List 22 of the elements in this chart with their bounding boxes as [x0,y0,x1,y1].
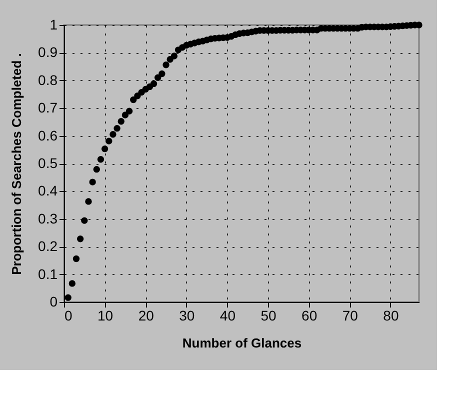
x-tick-label: 80 [383,308,399,324]
y-tick-label: 0.9 [38,44,58,60]
x-tick-label: 20 [138,308,154,324]
x-tick-label: 30 [179,308,195,324]
x-axis-title: Number of Glances [182,336,302,350]
y-tick-label: 0.3 [38,210,58,226]
x-tick-label: 0 [64,308,72,324]
y-tick-label: 0.4 [38,182,58,199]
y-tick-label: 0.6 [38,127,58,144]
x-tick-label: 40 [220,308,236,324]
y-tick-label: 1 [50,16,58,32]
x-tick-label: 60 [302,308,318,324]
x-tick-label: 50 [260,308,277,324]
y-tick-label: 0.5 [38,155,58,171]
x-tick-label: 10 [98,308,114,324]
y-axis-title: Proportion of Searches Completed . [9,53,24,275]
y-tick-label: 0 [50,294,58,310]
y-tick-label: 0.7 [38,100,58,116]
y-tick-label: 0.8 [38,72,58,88]
y-tick-label: 0.2 [38,238,58,254]
x-tick-label: 70 [342,308,358,324]
y-tick-label: 0.1 [38,266,58,282]
